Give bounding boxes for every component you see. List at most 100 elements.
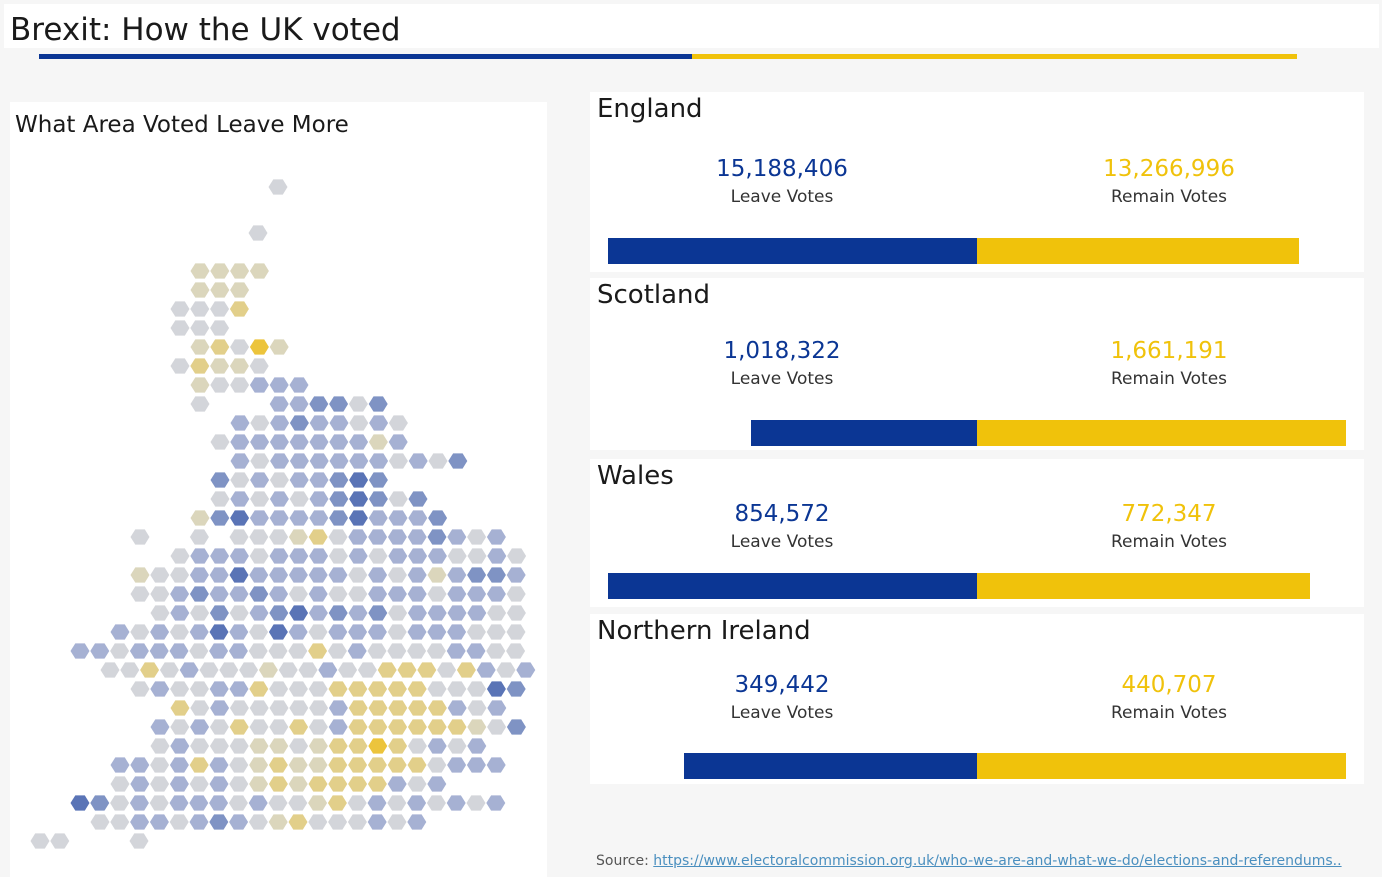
hex-area[interactable] xyxy=(289,377,309,393)
hex-area[interactable] xyxy=(169,795,189,811)
hex-area[interactable] xyxy=(230,453,250,469)
hex-area[interactable] xyxy=(408,453,428,469)
hex-area[interactable] xyxy=(427,567,447,583)
hex-area[interactable] xyxy=(209,814,229,830)
hex-area[interactable] xyxy=(169,757,189,773)
hex-area[interactable] xyxy=(308,586,328,602)
hex-area[interactable] xyxy=(289,453,309,469)
hex-area[interactable] xyxy=(318,662,338,678)
hex-area[interactable] xyxy=(190,719,210,735)
hex-area[interactable] xyxy=(190,700,210,716)
hex-area[interactable] xyxy=(249,567,269,583)
hex-area[interactable] xyxy=(249,681,269,697)
hex-area[interactable] xyxy=(130,757,150,773)
hex-area[interactable] xyxy=(110,795,130,811)
hex-area[interactable] xyxy=(427,757,447,773)
hex-area[interactable] xyxy=(388,415,408,431)
hex-area[interactable] xyxy=(129,643,149,659)
hex-area[interactable] xyxy=(466,624,486,640)
hex-area[interactable] xyxy=(387,624,407,640)
hex-area[interactable] xyxy=(170,586,190,602)
hex-area[interactable] xyxy=(170,700,190,716)
hex-area[interactable] xyxy=(289,491,309,507)
hex-area[interactable] xyxy=(328,548,348,564)
hex-area[interactable] xyxy=(506,643,526,659)
hex-area[interactable] xyxy=(268,757,288,773)
hex-area[interactable] xyxy=(269,529,289,545)
hex-area[interactable] xyxy=(328,776,348,792)
hex-area[interactable] xyxy=(368,529,388,545)
hex-area[interactable] xyxy=(269,681,289,697)
hex-area[interactable] xyxy=(447,605,467,621)
hex-area[interactable] xyxy=(388,548,408,564)
hex-area[interactable] xyxy=(249,510,269,526)
hex-area[interactable] xyxy=(368,700,388,716)
hex-area[interactable] xyxy=(407,738,427,754)
hex-area[interactable] xyxy=(486,529,506,545)
hex-area[interactable] xyxy=(190,738,210,754)
hex-area[interactable] xyxy=(269,396,289,412)
hex-area[interactable] xyxy=(467,738,487,754)
hex-area[interactable] xyxy=(229,301,249,317)
hex-area[interactable] xyxy=(230,377,250,393)
hex-area[interactable] xyxy=(150,719,170,735)
hex-area[interactable] xyxy=(229,738,249,754)
hex-area[interactable] xyxy=(190,510,210,526)
hex-area[interactable] xyxy=(150,567,170,583)
hex-area[interactable] xyxy=(110,757,130,773)
hex-area[interactable] xyxy=(268,643,288,659)
hex-area[interactable] xyxy=(289,548,309,564)
hex-area[interactable] xyxy=(210,548,230,564)
hex-area[interactable] xyxy=(486,624,506,640)
hex-area[interactable] xyxy=(309,491,329,507)
hex-area[interactable] xyxy=(199,662,219,678)
hex-area[interactable] xyxy=(189,643,209,659)
hex-area[interactable] xyxy=(308,814,328,830)
hex-area[interactable] xyxy=(388,453,408,469)
hex-area[interactable] xyxy=(110,814,130,830)
hex-area[interactable] xyxy=(387,795,407,811)
hex-area[interactable] xyxy=(190,263,210,279)
hex-area[interactable] xyxy=(190,377,210,393)
hex-area[interactable] xyxy=(150,586,170,602)
hex-area[interactable] xyxy=(209,757,229,773)
hex-area[interactable] xyxy=(149,814,169,830)
hex-area[interactable] xyxy=(230,472,250,488)
hex-area[interactable] xyxy=(210,472,230,488)
hex-area[interactable] xyxy=(347,643,367,659)
hex-area[interactable] xyxy=(269,548,289,564)
hex-area[interactable] xyxy=(288,814,308,830)
hex-area[interactable] xyxy=(150,605,170,621)
hex-area[interactable] xyxy=(209,795,229,811)
hex-area[interactable] xyxy=(387,681,407,697)
hex-area[interactable] xyxy=(210,339,230,355)
hex-area[interactable] xyxy=(349,434,369,450)
hex-area[interactable] xyxy=(268,179,288,195)
hex-area[interactable] xyxy=(250,472,270,488)
hex-area[interactable] xyxy=(90,795,110,811)
hex-area[interactable] xyxy=(229,529,249,545)
hex-area[interactable] xyxy=(367,776,387,792)
hex-area[interactable] xyxy=(170,567,190,583)
hex-area[interactable] xyxy=(466,757,486,773)
hex-area[interactable] xyxy=(467,548,487,564)
hex-area[interactable] xyxy=(249,605,269,621)
hex-area[interactable] xyxy=(309,453,329,469)
hex-area[interactable] xyxy=(250,415,270,431)
hex-area[interactable] xyxy=(487,719,507,735)
hex-area[interactable] xyxy=(210,434,230,450)
hex-area[interactable] xyxy=(288,567,308,583)
hex-area[interactable] xyxy=(130,586,150,602)
hex-area[interactable] xyxy=(328,567,348,583)
hex-area[interactable] xyxy=(427,605,447,621)
hex-area[interactable] xyxy=(329,396,349,412)
hex-area[interactable] xyxy=(349,472,369,488)
hex-area[interactable] xyxy=(348,396,368,412)
hex-area[interactable] xyxy=(447,681,467,697)
hex-area[interactable] xyxy=(229,548,249,564)
hex-area[interactable] xyxy=(288,624,308,640)
hex-area[interactable] xyxy=(456,662,476,678)
hex-area[interactable] xyxy=(476,662,496,678)
hex-area[interactable] xyxy=(387,757,407,773)
hex-area[interactable] xyxy=(229,605,249,621)
